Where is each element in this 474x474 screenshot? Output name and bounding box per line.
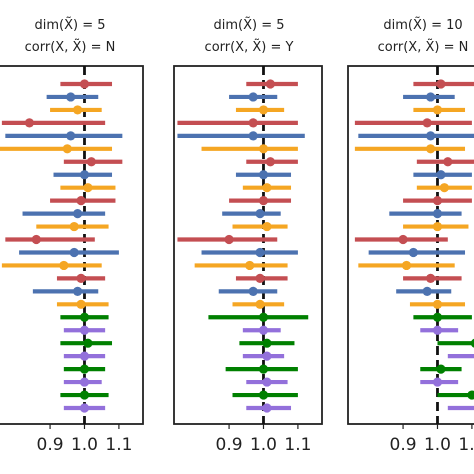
point-estimate <box>83 183 93 193</box>
x-tick-label: 0.9 <box>390 435 417 455</box>
point-estimate <box>24 118 35 128</box>
point-estimate <box>432 196 443 206</box>
point-estimate <box>73 209 83 219</box>
point-estimate <box>31 234 41 245</box>
point-estimate <box>426 92 436 102</box>
point-estimate <box>432 105 443 115</box>
point-estimate <box>432 209 443 219</box>
x-tick-label: 1.1 <box>284 435 311 455</box>
point-estimate <box>262 338 272 348</box>
panel-title-line1: dim(X̃) = 10 <box>383 18 462 33</box>
point-estimate <box>436 79 446 89</box>
point-estimate <box>255 247 265 258</box>
point-estimate <box>224 234 234 245</box>
point-estimate <box>408 247 418 258</box>
panel-title-line2: corr(X, X̃) = Y <box>205 40 294 55</box>
point-estimate <box>258 390 269 400</box>
point-estimate <box>432 299 443 309</box>
point-estimate <box>426 144 436 154</box>
point-estimate <box>258 325 269 335</box>
panel-title-line1: dim(X̃) = 5 <box>213 18 284 33</box>
point-estimate <box>265 157 275 167</box>
point-estimate <box>66 131 76 141</box>
point-estimate <box>258 312 269 322</box>
point-estimate <box>79 170 90 180</box>
point-estimate <box>79 351 90 361</box>
point-estimate <box>76 299 86 309</box>
point-estimate <box>62 144 72 154</box>
point-estimate <box>258 170 269 180</box>
point-estimate <box>79 390 90 400</box>
point-estimate <box>422 118 432 128</box>
panel-frame <box>173 65 323 425</box>
point-estimate <box>69 221 79 232</box>
point-estimate <box>248 118 258 128</box>
point-estimate <box>255 273 265 283</box>
point-estimate <box>432 325 443 335</box>
point-estimate <box>73 105 83 115</box>
point-estimate <box>248 131 258 141</box>
point-estimate <box>262 377 272 387</box>
point-estimate <box>59 260 69 271</box>
panel-frame <box>347 65 474 425</box>
panel-title-line1: dim(X̃) = 5 <box>34 18 105 33</box>
point-estimate <box>258 364 269 374</box>
x-tick-label: 1.0 <box>424 435 451 455</box>
point-estimate <box>255 299 265 309</box>
point-estimate <box>245 260 255 271</box>
point-estimate <box>79 403 90 413</box>
point-estimate <box>258 144 269 154</box>
panel-3: dim(X̃) = 10 corr(X, X̃) = N 0.9 1.0 1.1 <box>347 18 474 455</box>
point-estimate <box>262 351 272 361</box>
point-estimate <box>79 79 90 89</box>
point-estimate <box>262 183 272 193</box>
point-estimate <box>86 157 96 167</box>
x-tick-label: 1.1 <box>458 435 474 455</box>
point-estimate <box>439 183 449 193</box>
point-estimate <box>470 338 474 348</box>
panel-1: dim(X̃) = 5 corr(X, X̃) = N 0.9 1.0 1.1 <box>0 18 144 455</box>
point-estimate <box>432 312 443 322</box>
x-tick-label: 0.9 <box>37 435 64 455</box>
point-estimate <box>398 234 408 245</box>
point-estimate <box>432 377 443 387</box>
x-tick-label: 1.0 <box>71 435 98 455</box>
point-estimate <box>258 105 269 115</box>
point-estimate <box>66 92 76 102</box>
point-estimate <box>426 131 436 141</box>
point-estimate <box>255 209 265 219</box>
point-estimate <box>79 325 90 335</box>
panel-title-line2: corr(X, X̃) = N <box>378 40 469 55</box>
point-estimate <box>76 196 86 206</box>
point-estimate <box>436 364 446 374</box>
panel-title-line2: corr(X, X̃) = N <box>25 40 116 55</box>
point-estimate <box>248 92 258 102</box>
x-tick-label: 0.9 <box>216 435 243 455</box>
point-estimate <box>401 260 412 271</box>
point-estimate <box>258 196 269 206</box>
panel-2: dim(X̃) = 5 corr(X, X̃) = Y 0.9 1.0 1.1 <box>173 18 323 455</box>
point-estimate <box>79 364 90 374</box>
point-estimate <box>432 221 443 232</box>
point-estimate <box>436 170 446 180</box>
point-estimate <box>69 247 79 258</box>
point-estimate <box>79 312 90 322</box>
panel-frame <box>0 65 144 425</box>
point-estimate <box>76 273 86 283</box>
point-estimate <box>426 273 436 283</box>
point-estimate <box>265 79 275 89</box>
point-estimate <box>73 286 83 296</box>
point-estimate <box>467 390 474 400</box>
point-estimate <box>79 377 90 387</box>
point-estimate <box>422 286 432 296</box>
point-estimate <box>262 221 272 232</box>
x-tick-label: 1.1 <box>105 435 132 455</box>
point-estimate <box>262 403 272 413</box>
point-estimate <box>443 157 453 167</box>
point-estimate <box>248 286 258 296</box>
x-tick-label: 1.0 <box>250 435 277 455</box>
point-estimate <box>83 338 93 348</box>
